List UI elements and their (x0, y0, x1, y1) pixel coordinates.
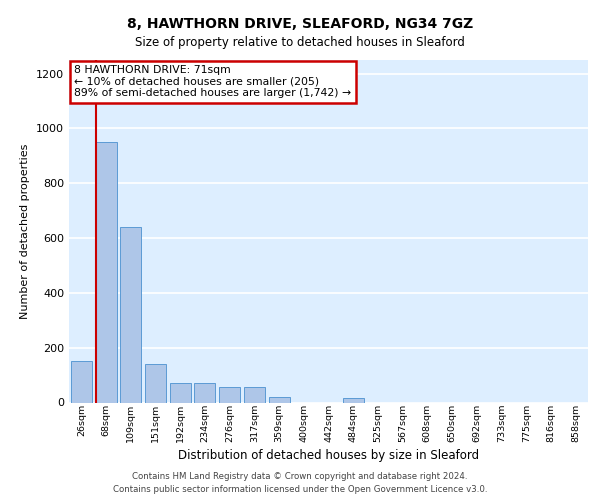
Bar (170, 384, 191, 402)
Text: Contains HM Land Registry data © Crown copyright and database right 2024.
Contai: Contains HM Land Registry data © Crown c… (113, 472, 487, 494)
Bar (219, 388, 240, 402)
Bar (95, 142, 116, 403)
X-axis label: Distribution of detached houses by size in Sleaford: Distribution of detached houses by size … (178, 450, 479, 462)
Text: Size of property relative to detached houses in Sleaford: Size of property relative to detached ho… (135, 36, 465, 49)
Text: 8 HAWTHORN DRIVE: 71sqm
← 10% of detached houses are smaller (205)
89% of semi-d: 8 HAWTHORN DRIVE: 71sqm ← 10% of detache… (74, 65, 352, 98)
Bar (269, 397, 290, 402)
Bar (244, 388, 265, 402)
Text: 8, HAWTHORN DRIVE, SLEAFORD, NG34 7GZ: 8, HAWTHORN DRIVE, SLEAFORD, NG34 7GZ (127, 18, 473, 32)
Bar (343, 398, 364, 402)
Bar (71, 362, 92, 403)
Y-axis label: Number of detached properties: Number of detached properties (20, 144, 31, 319)
Bar (145, 364, 166, 403)
Bar (120, 227, 141, 402)
Bar (194, 384, 215, 402)
